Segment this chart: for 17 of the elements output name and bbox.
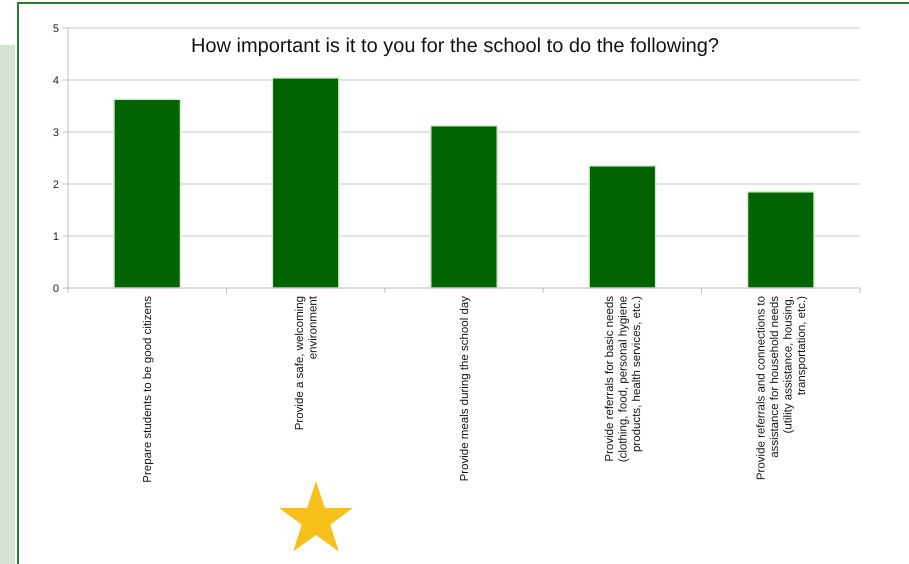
chart-title: How important is it to you for the school to do the following? bbox=[190, 35, 720, 57]
x-tick-label: Prepare students to be good citizens bbox=[142, 296, 154, 483]
bar bbox=[272, 77, 340, 289]
y-tick-label: 3 bbox=[52, 126, 59, 139]
x-tick-label: Provide a safe, welcoming environment bbox=[294, 295, 320, 430]
x-tick-label: Provide referrals for basic needs (clothing, food, personal hygiene products, health services, etc.) bbox=[604, 296, 643, 462]
y-tick-label: 1 bbox=[52, 230, 59, 243]
bar bbox=[430, 125, 498, 289]
x-tick-label: Provide meals during the school day bbox=[459, 296, 471, 482]
x-tick-label: Provide referrals and connections to assistance for household needs (utility assistance, housing, transportation, etc.) bbox=[756, 296, 808, 480]
y-tick-label: 4 bbox=[52, 74, 59, 87]
bar bbox=[588, 165, 656, 289]
y-tick-label: 0 bbox=[52, 282, 59, 295]
y-tick-label: 5 bbox=[52, 22, 59, 35]
bar bbox=[113, 98, 182, 289]
bar bbox=[746, 191, 815, 289]
y-tick-label: 2 bbox=[52, 178, 59, 191]
